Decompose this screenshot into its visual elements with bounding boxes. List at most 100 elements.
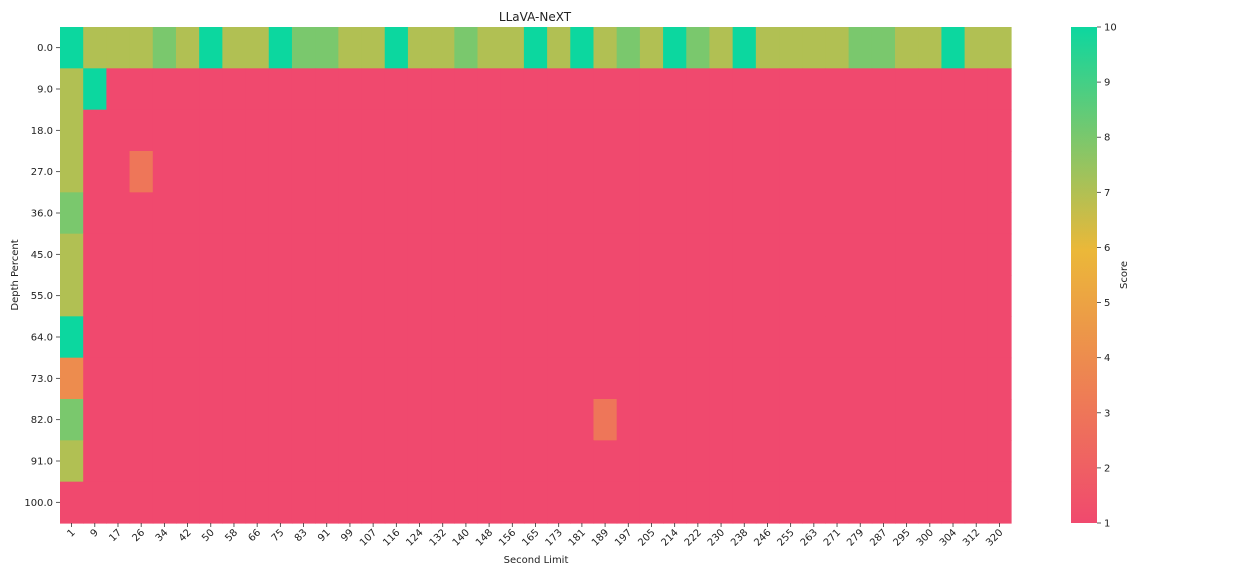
heatmap-cell (895, 275, 919, 317)
heatmap-cell (987, 316, 1012, 359)
heatmap-cell (384, 68, 409, 111)
heatmap-cell (291, 151, 316, 193)
heatmap-cell (152, 68, 177, 111)
heatmap-cell (848, 27, 873, 69)
heatmap-cell (315, 27, 339, 69)
heatmap-cell (60, 151, 84, 193)
heatmap-cell (245, 68, 270, 111)
heatmap-cell (361, 109, 386, 152)
heatmap-cell (315, 151, 339, 193)
heatmap-cell (616, 275, 641, 317)
heatmap-cell (825, 68, 850, 111)
heatmap-cell (338, 192, 363, 235)
x-tick-label: 116 (381, 527, 402, 548)
heatmap-cell (106, 109, 131, 152)
heatmap-cell (431, 357, 455, 400)
heatmap-cell (129, 481, 154, 524)
heatmap-cell (871, 27, 896, 69)
heatmap-cell (547, 399, 571, 441)
heatmap-cell (268, 27, 293, 69)
heatmap-cell (593, 68, 618, 111)
heatmap-cell (686, 109, 711, 152)
heatmap-cell (106, 68, 131, 111)
heatmap-cell (848, 275, 873, 317)
heatmap-cell (407, 316, 432, 359)
heatmap-cell (523, 316, 548, 359)
heatmap-cell (755, 440, 780, 483)
heatmap-cell (175, 357, 200, 400)
heatmap-cell (106, 481, 131, 524)
y-tick-label: 82.0 (31, 415, 53, 426)
heatmap-cell (987, 151, 1012, 193)
heatmap-cell (199, 68, 223, 111)
heatmap-cell (547, 109, 571, 152)
heatmap-cell (732, 275, 757, 317)
x-tick-label: 156 (497, 527, 518, 548)
x-tick-label: 222 (683, 527, 704, 548)
y-tick-label: 27.0 (31, 167, 53, 178)
heatmap-cell (361, 151, 386, 193)
x-tick-label: 279 (845, 527, 866, 548)
heatmap-cell (384, 481, 409, 524)
y-tick-label: 73.0 (31, 374, 53, 385)
heatmap-cell (175, 440, 200, 483)
heatmap-cell (918, 68, 943, 111)
heatmap-cell (338, 316, 363, 359)
heatmap-cell (593, 440, 618, 483)
heatmap-cell (987, 481, 1012, 524)
heatmap-cell (709, 27, 734, 69)
x-tick-label: 17 (107, 527, 124, 544)
heatmap-cell (60, 316, 84, 359)
heatmap-cell (83, 357, 107, 400)
heatmap-cell (616, 192, 641, 235)
heatmap-cell (663, 68, 687, 111)
heatmap-cell (709, 481, 734, 524)
heatmap-cell (616, 440, 641, 483)
heatmap-cell (964, 233, 989, 276)
x-tick-label: 287 (868, 527, 889, 548)
heatmap-cell (500, 399, 525, 441)
heatmap-cell (407, 151, 432, 193)
heatmap-cell (732, 192, 757, 235)
heatmap-cell (268, 275, 293, 317)
heatmap-cell (315, 68, 339, 111)
x-tick-label: 83 (293, 527, 310, 544)
colorbar-tick-label: 6 (1104, 243, 1110, 254)
heatmap-cell (593, 316, 618, 359)
heatmap-cell (60, 109, 84, 152)
heatmap-cell (315, 357, 339, 400)
heatmap-cell (291, 440, 316, 483)
x-tick-label: 181 (567, 527, 588, 548)
heatmap-cell (593, 233, 618, 276)
heatmap-cell (918, 27, 943, 69)
heatmap-cell (964, 27, 989, 69)
heatmap-cell (918, 357, 943, 400)
heatmap-cell (500, 481, 525, 524)
heatmap-cell (268, 68, 293, 111)
heatmap-cell (616, 27, 641, 69)
heatmap-cell (477, 316, 502, 359)
heatmap-cell (848, 357, 873, 400)
heatmap-cell (222, 481, 247, 524)
heatmap-cell (268, 109, 293, 152)
heatmap-cell (315, 399, 339, 441)
heatmap-cell (895, 440, 919, 483)
heatmap-cell (129, 275, 154, 317)
heatmap-cell (547, 233, 571, 276)
x-tick-label: 173 (544, 527, 565, 548)
heatmap-cell (987, 275, 1012, 317)
colorbar-tick-label: 9 (1104, 78, 1110, 89)
heatmap-cell (616, 233, 641, 276)
heatmap-cell (60, 275, 84, 317)
heatmap-cell (268, 233, 293, 276)
heatmap-cell (593, 109, 618, 152)
heatmap-cell (941, 27, 966, 69)
heatmap-cell (663, 151, 687, 193)
heatmap-cell (222, 357, 247, 400)
heatmap-cell (129, 68, 154, 111)
heatmap-cell (547, 440, 571, 483)
heatmap-cell (941, 192, 966, 235)
heatmap-cell (802, 192, 827, 235)
colorbar-tick-label: 4 (1104, 353, 1110, 364)
